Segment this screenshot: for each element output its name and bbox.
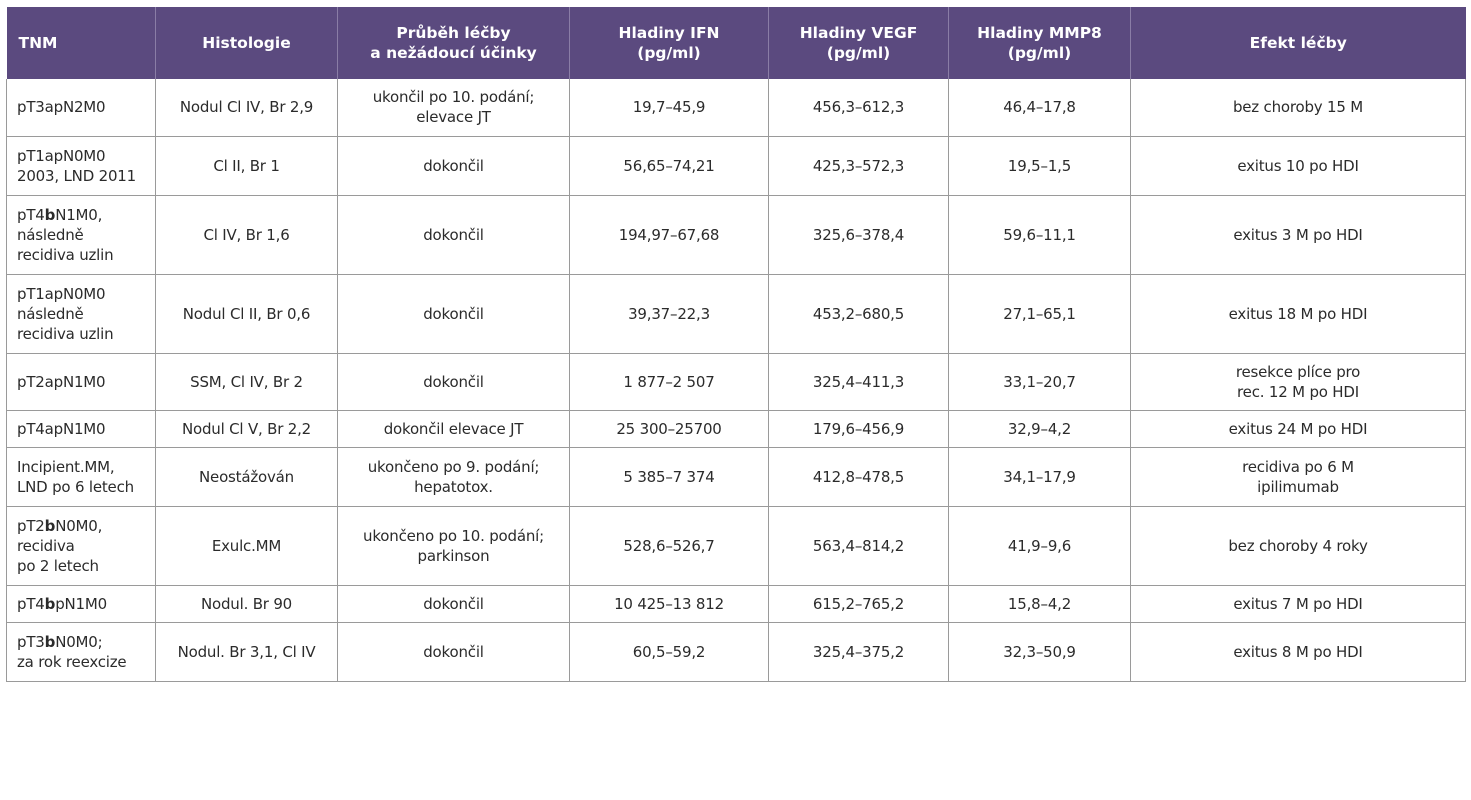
cell-efekt: bez choroby 15 M [1130,79,1466,137]
cell-vegf: 325,4–375,2 [768,622,949,682]
table-row: pT2bN0M0, recidiva po 2 letech Exulc.MM … [6,506,1466,586]
cell-tnm: pT2bN0M0, recidiva po 2 letech [6,506,156,586]
cell-tnm: pT1apN0M0 následně recidiva uzlin [6,274,156,354]
cell-vegf: 325,6–378,4 [768,195,949,275]
cell-efekt: resekce plíce pro rec. 12 M po HDI [1130,353,1466,411]
table-row: pT1apN0M0 následně recidiva uzlin Nodul … [6,274,1466,354]
cell-mmp8: 33,1–20,7 [948,353,1131,411]
cell-histologie: Nodul Cl IV, Br 2,9 [155,79,338,137]
table-row: pT2apN1M0 SSM, Cl IV, Br 2 dokončil 1 87… [6,353,1466,411]
cell-tnm: pT3apN2M0 [6,79,156,137]
cell-tnm: pT2apN1M0 [6,353,156,411]
cell-efekt: exitus 3 M po HDI [1130,195,1466,275]
cell-vegf: 615,2–765,2 [768,585,949,623]
cell-ifn: 528,6–526,7 [569,506,769,586]
cell-efekt: bez choroby 4 roky [1130,506,1466,586]
cell-mmp8: 41,9–9,6 [948,506,1131,586]
table-row: pT3apN2M0 Nodul Cl IV, Br 2,9 ukončil po… [6,79,1466,137]
cell-tnm: pT4apN1M0 [6,410,156,448]
cell-ifn: 39,37–22,3 [569,274,769,354]
cell-vegf: 179,6–456,9 [768,410,949,448]
cell-prubeh: ukončeno po 10. podání; parkinson [337,506,570,586]
cell-vegf: 325,4–411,3 [768,353,949,411]
cell-ifn: 19,7–45,9 [569,79,769,137]
cell-efekt: exitus 7 M po HDI [1130,585,1466,623]
cell-vegf: 453,2–680,5 [768,274,949,354]
header-efekt: Efekt léčby [1130,7,1466,79]
cell-vegf: 412,8–478,5 [768,447,949,507]
cell-ifn: 5 385–7 374 [569,447,769,507]
table-row: pT3bN0M0; za rok reexcize Nodul. Br 3,1,… [6,622,1466,682]
header-vegf: Hladiny VEGF (pg/ml) [768,7,949,79]
cell-ifn: 1 877–2 507 [569,353,769,411]
cell-tnm: pT1apN0M0 2003, LND 2011 [6,136,156,196]
cell-vegf: 456,3–612,3 [768,79,949,137]
cell-prubeh: dokončil [337,136,570,196]
cell-histologie: Nodul Cl V, Br 2,2 [155,410,338,448]
cell-mmp8: 46,4–17,8 [948,79,1131,137]
table-row: pT4apN1M0 Nodul Cl V, Br 2,2 dokončil el… [6,410,1466,448]
cell-histologie: Nodul Cl II, Br 0,6 [155,274,338,354]
cell-mmp8: 59,6–11,1 [948,195,1131,275]
cell-prubeh: dokončil [337,585,570,623]
cell-prubeh: dokončil [337,274,570,354]
cell-histologie: Neostážován [155,447,338,507]
cell-efekt: exitus 10 po HDI [1130,136,1466,196]
cell-efekt: exitus 8 M po HDI [1130,622,1466,682]
header-ifn: Hladiny IFN (pg/ml) [569,7,769,79]
cell-prubeh: dokončil [337,195,570,275]
cell-tnm: pT4bpN1M0 [6,585,156,623]
cell-mmp8: 32,3–50,9 [948,622,1131,682]
table-row: pT4bN1M0, následně recidiva uzlin Cl IV,… [6,195,1466,275]
cell-ifn: 56,65–74,21 [569,136,769,196]
cell-histologie: Nodul. Br 3,1, Cl IV [155,622,338,682]
cell-ifn: 60,5–59,2 [569,622,769,682]
header-prubeh: Průběh léčby a nežádoucí účinky [337,7,570,79]
cell-mmp8: 32,9–4,2 [948,410,1131,448]
cell-mmp8: 15,8–4,2 [948,585,1131,623]
cell-histologie: Exulc.MM [155,506,338,586]
cell-ifn: 10 425–13 812 [569,585,769,623]
cell-histologie: Cl IV, Br 1,6 [155,195,338,275]
cell-mmp8: 19,5–1,5 [948,136,1131,196]
cell-prubeh: ukončil po 10. podání; elevace JT [337,79,570,137]
cell-tnm: pT4bN1M0, následně recidiva uzlin [6,195,156,275]
cell-efekt: exitus 18 M po HDI [1130,274,1466,354]
cell-prubeh: ukončeno po 9. podání; hepatotox. [337,447,570,507]
table-row: pT4bpN1M0 Nodul. Br 90 dokončil 10 425–1… [6,585,1466,623]
table-container: TNM Histologie Průběh léčby a nežádoucí … [6,7,1466,682]
results-table: TNM Histologie Průběh léčby a nežádoucí … [6,7,1466,682]
cell-efekt: exitus 24 M po HDI [1130,410,1466,448]
cell-vegf: 425,3–572,3 [768,136,949,196]
cell-prubeh: dokončil [337,353,570,411]
header-histologie: Histologie [155,7,338,79]
cell-vegf: 563,4–814,2 [768,506,949,586]
cell-ifn: 194,97–67,68 [569,195,769,275]
cell-ifn: 25 300–25700 [569,410,769,448]
cell-prubeh: dokončil [337,622,570,682]
table-row: pT1apN0M0 2003, LND 2011 Cl II, Br 1 doko… [6,136,1466,196]
cell-histologie: Cl II, Br 1 [155,136,338,196]
header-mmp8: Hladiny MMP8 (pg/ml) [948,7,1131,79]
header-row: TNM Histologie Průběh léčby a nežádoucí … [6,7,1466,79]
cell-tnm: pT3bN0M0; za rok reexcize [6,622,156,682]
cell-histologie: SSM, Cl IV, Br 2 [155,353,338,411]
cell-mmp8: 34,1–17,9 [948,447,1131,507]
cell-tnm: Incipient.MM, LND po 6 letech [6,447,156,507]
cell-prubeh: dokončil elevace JT [337,410,570,448]
cell-mmp8: 27,1–65,1 [948,274,1131,354]
cell-histologie: Nodul. Br 90 [155,585,338,623]
table-row: Incipient.MM, LND po 6 letech Neostážován… [6,447,1466,507]
header-tnm: TNM [6,7,156,79]
